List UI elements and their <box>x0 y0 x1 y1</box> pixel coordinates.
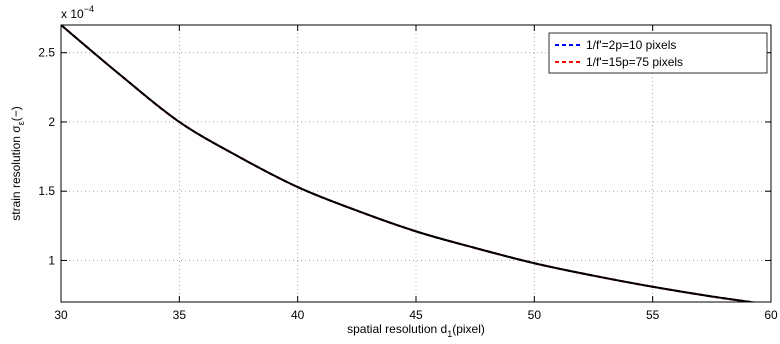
y-tick-label: 2 <box>48 115 55 129</box>
y-axis-label: strain resolution σε(−) <box>9 106 26 220</box>
x-tick-label: 45 <box>409 308 423 322</box>
legend-label-series-1: 1/f'=2p=10 pixels <box>586 38 676 52</box>
y-exponent-label: x 10−4 <box>61 4 94 21</box>
legend: 1/f'=2p=10 pixels 1/f'=15p=75 pixels <box>549 33 767 73</box>
y-tick-label: 1 <box>48 253 55 267</box>
y-tick-label: 1.5 <box>38 184 55 198</box>
x-tick-label: 60 <box>764 308 778 322</box>
legend-label-series-2: 1/f'=15p=75 pixels <box>586 55 683 69</box>
x-tick-label: 30 <box>54 308 68 322</box>
x-axis-label: spatial resolution d1(pixel) <box>347 322 485 339</box>
y-tick-label: 2.5 <box>38 46 55 60</box>
x-tick-label: 55 <box>646 308 660 322</box>
x-tick-label: 50 <box>528 308 542 322</box>
x-tick-label: 40 <box>291 308 305 322</box>
x-tick-label: 35 <box>173 308 187 322</box>
